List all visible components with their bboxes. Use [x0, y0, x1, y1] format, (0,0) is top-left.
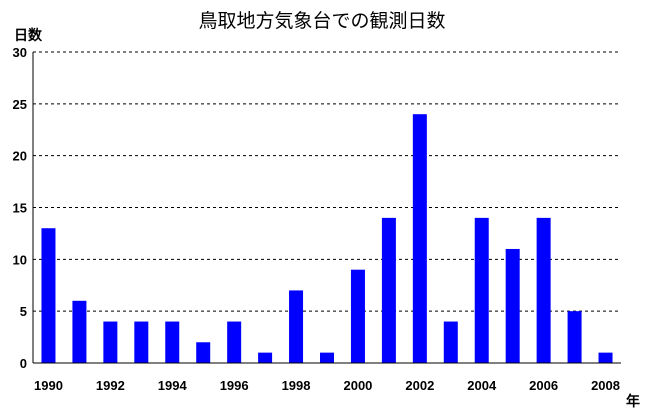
bar-1992: [103, 321, 118, 363]
bar-1999: [320, 352, 334, 363]
bars: [41, 114, 613, 363]
bar-2006: [536, 217, 551, 363]
bar-1996: [227, 321, 242, 363]
y-axis-label: 日数: [14, 27, 43, 44]
gridlines: [33, 51, 621, 312]
x-tick-label: 1998: [282, 378, 311, 393]
x-tick-label: 1996: [220, 378, 249, 393]
bar-1997: [258, 352, 273, 363]
y-tick-label: 0: [20, 356, 27, 371]
y-tick-label: 30: [13, 45, 27, 60]
x-tick-label: 1992: [96, 378, 125, 393]
y-tick-label: 25: [13, 97, 27, 112]
x-tick-label: 2002: [405, 378, 434, 393]
x-tick-label: 1990: [34, 378, 63, 393]
bar-1993: [134, 321, 149, 363]
x-tick-label: 1994: [158, 378, 188, 393]
bar-2001: [381, 217, 396, 363]
bar-1994: [165, 321, 180, 363]
y-tick-label: 10: [13, 252, 27, 267]
bar-2004: [474, 217, 489, 363]
x-axis-label: 年: [626, 393, 640, 410]
bar-2002: [412, 114, 427, 363]
bar-2008: [598, 352, 613, 363]
x-tick-label: 2004: [467, 378, 497, 393]
chart-title: 鳥取地方気象台での観測日数: [198, 10, 445, 32]
x-tick-label: 2006: [529, 378, 558, 393]
y-axis-ticks: 0 5 10 15 20 25 30: [13, 45, 27, 371]
bar-2007: [567, 311, 582, 363]
y-tick-label: 15: [13, 201, 27, 216]
bar-1990: [41, 228, 56, 363]
bar-1995: [196, 342, 211, 363]
x-tick-label: 2000: [343, 378, 372, 393]
y-tick-label: 20: [13, 149, 27, 164]
x-tick-label: 2008: [591, 378, 620, 393]
bar-2000: [350, 269, 365, 363]
bar-2005: [505, 248, 520, 363]
x-axis-ticks: 1990 1992 1994 1996 1998 2000 2002 2004 2006 2008: [34, 378, 620, 393]
bar-2003: [443, 321, 458, 363]
bar-1991: [72, 300, 87, 363]
axes: [32, 52, 621, 364]
y-tick-label: 5: [20, 304, 27, 319]
bar-1998: [289, 290, 304, 363]
